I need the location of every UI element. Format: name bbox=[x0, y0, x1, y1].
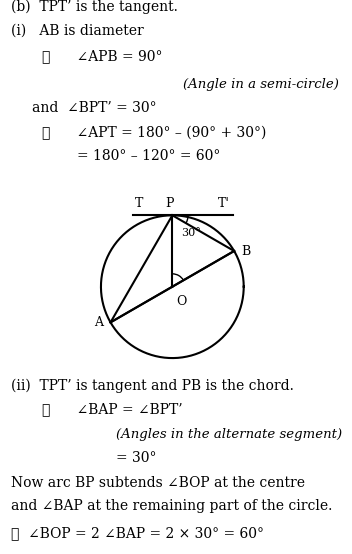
Text: T: T bbox=[134, 197, 143, 211]
Text: and ∠BAP at the remaining part of the circle.: and ∠BAP at the remaining part of the ci… bbox=[11, 499, 332, 513]
Text: O: O bbox=[176, 295, 186, 308]
Text: (ii)  TPT’ is tangent and PB is the chord.: (ii) TPT’ is tangent and PB is the chord… bbox=[11, 379, 294, 393]
Text: Now arc BP subtends ∠BOP at the centre: Now arc BP subtends ∠BOP at the centre bbox=[11, 476, 304, 490]
Text: = 30°: = 30° bbox=[116, 451, 157, 465]
Text: ∴      ∠BAP = ∠BPT’: ∴ ∠BAP = ∠BPT’ bbox=[42, 402, 183, 416]
Text: 30°: 30° bbox=[181, 228, 201, 238]
Text: ∴      ∠APT = 180° – (90° + 30°): ∴ ∠APT = 180° – (90° + 30°) bbox=[42, 126, 266, 140]
Text: ∴      ∠APB = 90°: ∴ ∠APB = 90° bbox=[42, 49, 163, 63]
Text: (Angle in a semi-circle): (Angle in a semi-circle) bbox=[183, 78, 339, 91]
Text: P: P bbox=[165, 197, 174, 211]
Text: (b)  TPT’ is the tangent.: (b) TPT’ is the tangent. bbox=[11, 0, 177, 14]
Text: A: A bbox=[94, 316, 103, 329]
Text: B: B bbox=[241, 244, 251, 258]
Text: and  ∠BPT’ = 30°: and ∠BPT’ = 30° bbox=[32, 101, 156, 115]
Text: (Angles in the alternate segment): (Angles in the alternate segment) bbox=[116, 428, 342, 441]
Text: T': T' bbox=[218, 197, 230, 211]
Text: ∴  ∠BOP = 2 ∠BAP = 2 × 30° = 60°: ∴ ∠BOP = 2 ∠BAP = 2 × 30° = 60° bbox=[11, 526, 264, 540]
Text: = 180° – 120° = 60°: = 180° – 120° = 60° bbox=[77, 149, 221, 163]
Text: (i)   AB is diameter: (i) AB is diameter bbox=[11, 24, 143, 38]
